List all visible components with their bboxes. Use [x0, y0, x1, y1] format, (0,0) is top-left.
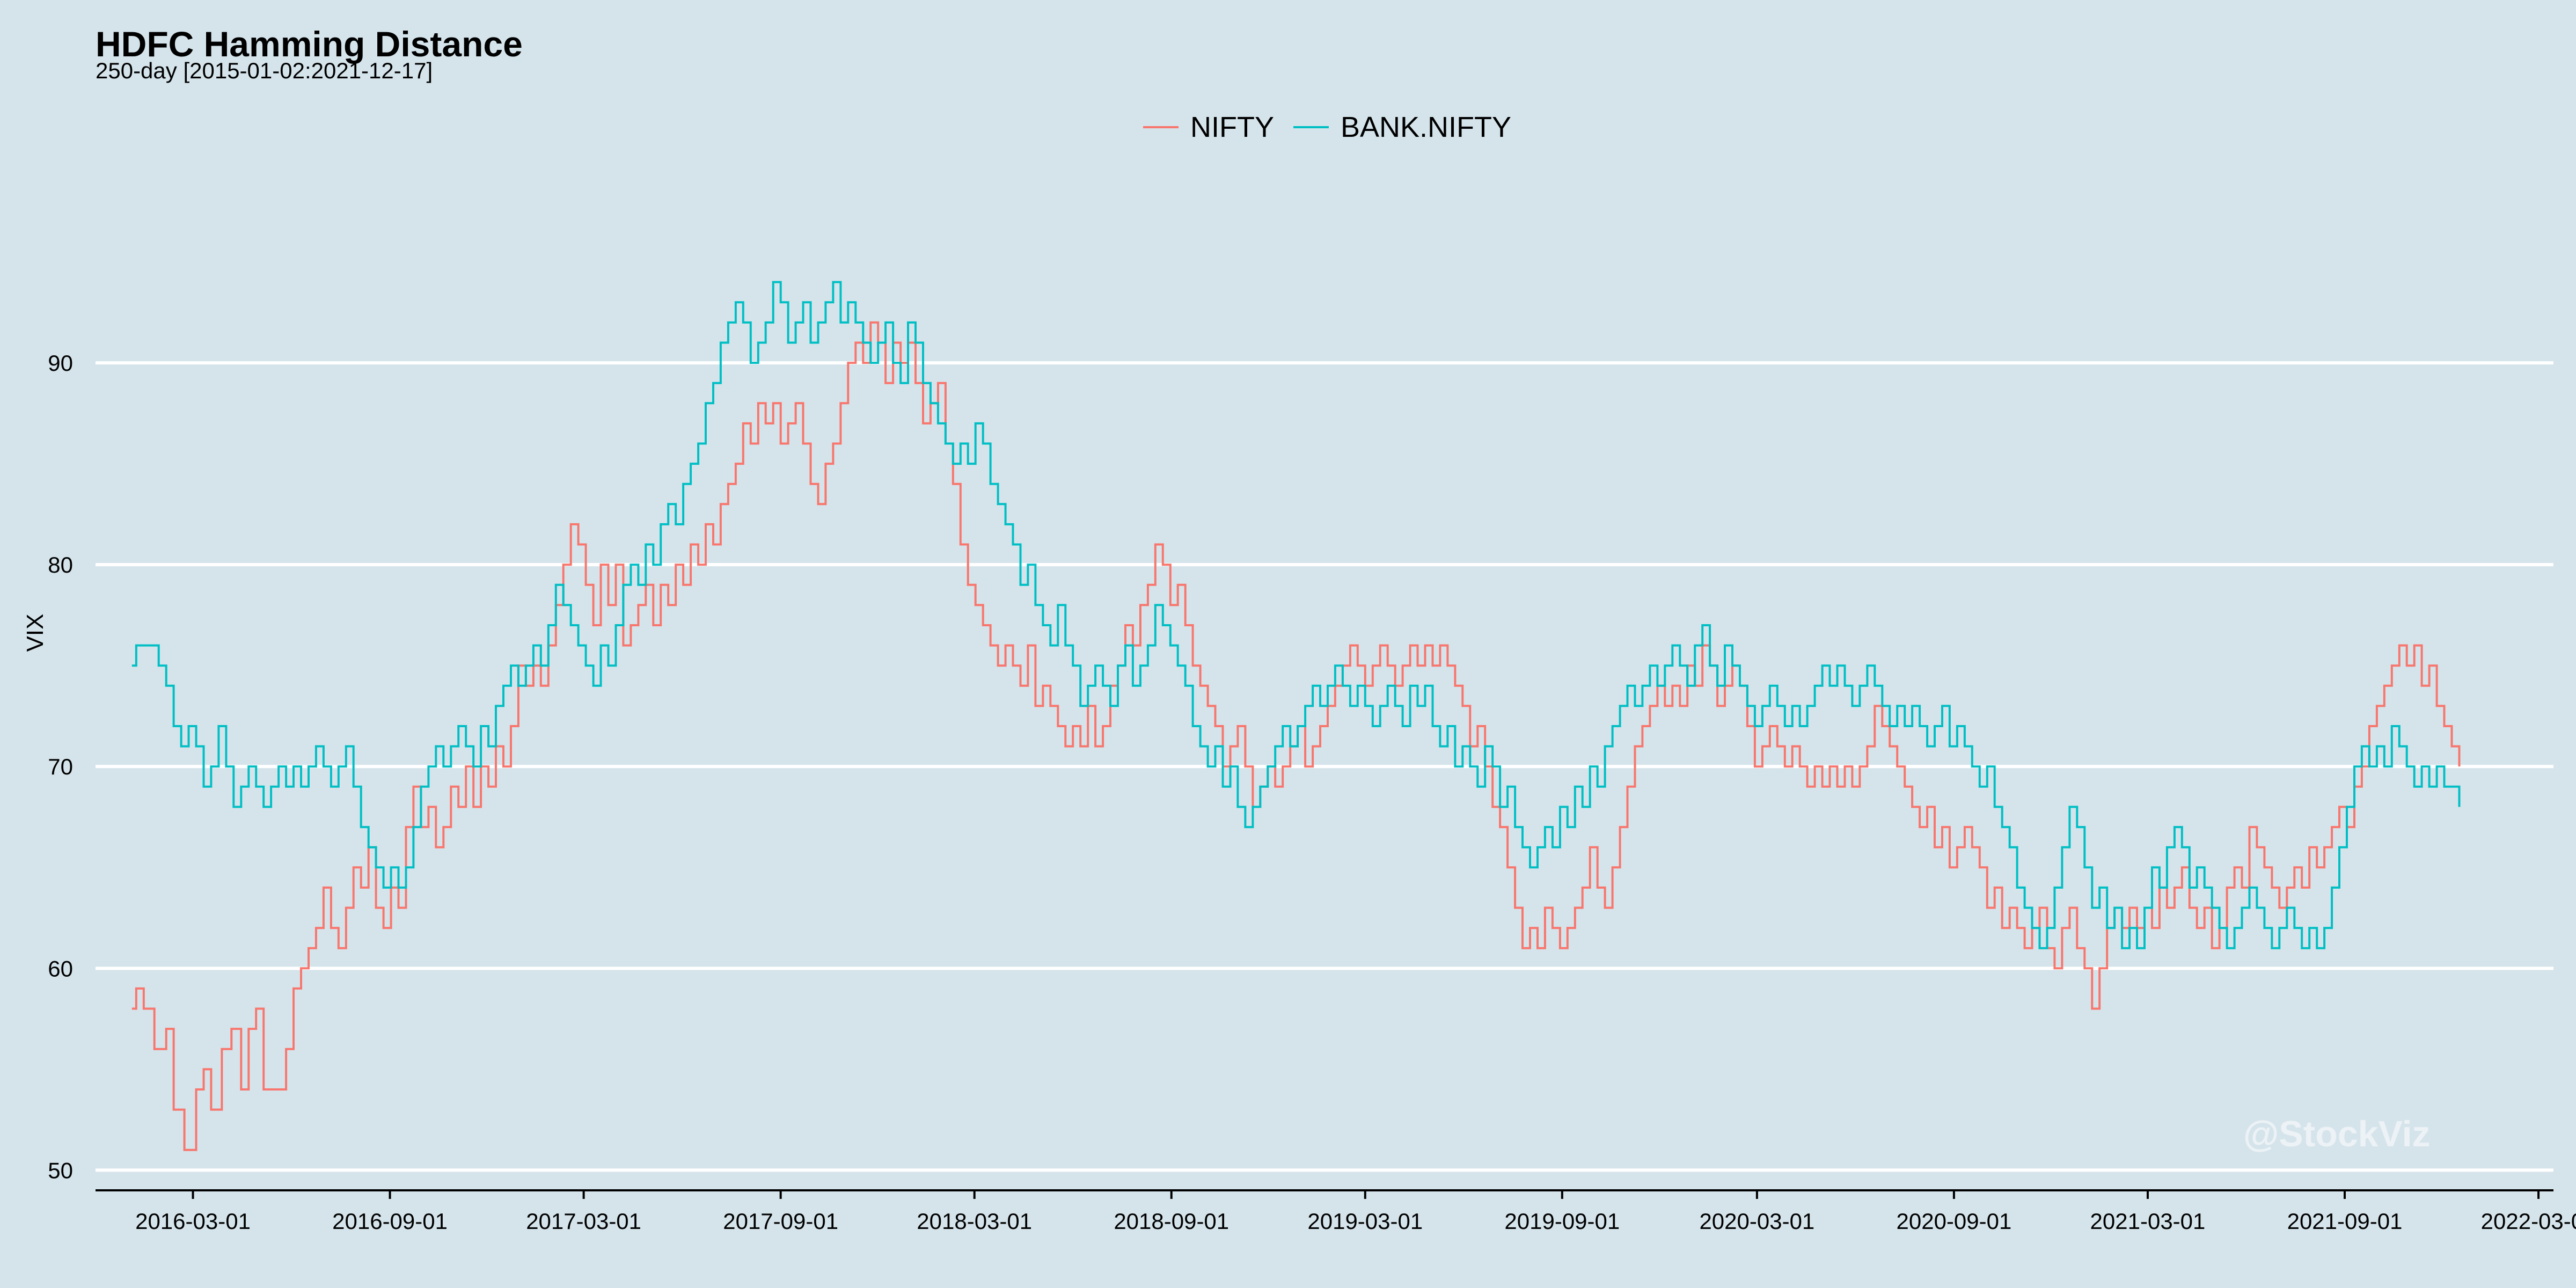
- x-tick-label: 2017-09-01: [723, 1209, 838, 1234]
- legend-item-nifty: NIFTY: [1143, 111, 1274, 144]
- legend: NIFTY BANK.NIFTY: [1143, 111, 1531, 144]
- y-tick-label: 50: [48, 1158, 73, 1183]
- y-tick-label: 80: [48, 552, 73, 577]
- x-tick-label: 2020-03-01: [1699, 1209, 1814, 1234]
- watermark: @StockViz: [2243, 1114, 2431, 1154]
- legend-key-bank-nifty: [1293, 126, 1329, 128]
- series-line-bank-nifty: [131, 281, 2461, 949]
- x-tick-label: 2016-09-01: [332, 1209, 448, 1234]
- x-tick-label: 2018-03-01: [917, 1209, 1032, 1234]
- legend-label-nifty: NIFTY: [1190, 111, 1274, 143]
- x-tick-label: 2020-09-01: [1897, 1209, 2012, 1234]
- x-tick-label: 2016-03-01: [135, 1209, 251, 1234]
- series-line-nifty: [131, 321, 2461, 1151]
- y-axis-label: VIX: [22, 614, 48, 652]
- x-tick-label: 2021-09-01: [2287, 1209, 2403, 1234]
- chart-title: HDFC Hamming Distance: [96, 24, 523, 64]
- y-tick-label: 90: [48, 350, 73, 376]
- x-tick-label: 2019-03-01: [1307, 1209, 1423, 1234]
- legend-label-bank-nifty: BANK.NIFTY: [1341, 111, 1512, 143]
- y-tick-label: 70: [48, 754, 73, 779]
- legend-item-bank-nifty: BANK.NIFTY: [1293, 111, 1511, 144]
- x-tick-label: 2018-09-01: [1114, 1209, 1229, 1234]
- y-tick-label: 60: [48, 956, 73, 981]
- legend-key-nifty: [1143, 126, 1179, 128]
- x-tick-label: 2021-03-01: [2090, 1209, 2206, 1234]
- x-tick-label: 2019-09-01: [1504, 1209, 1620, 1234]
- x-tick-label: 2022-03-01: [2481, 1209, 2576, 1234]
- chart-subtitle: 250-day [2015-01-02:2021-12-17]: [96, 58, 433, 83]
- x-tick-label: 2017-03-01: [526, 1209, 641, 1234]
